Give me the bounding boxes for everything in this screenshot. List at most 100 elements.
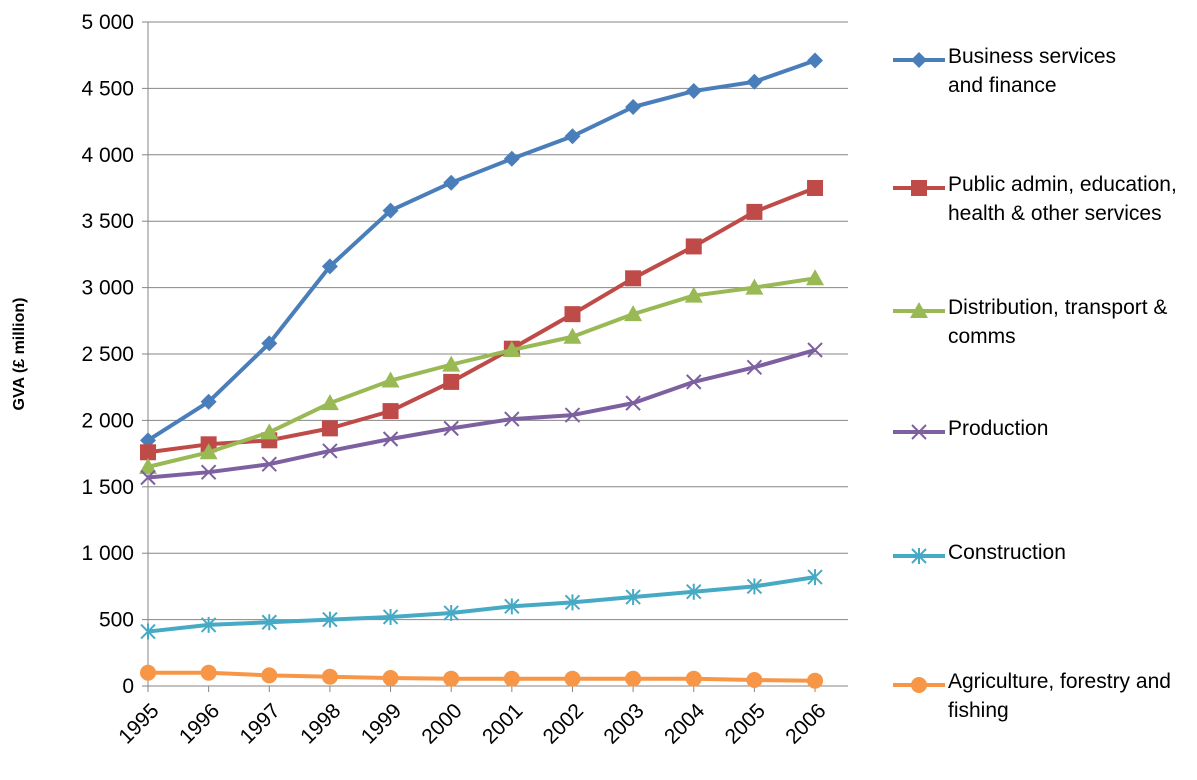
marker — [746, 578, 763, 595]
legend-label: Production — [948, 417, 1049, 440]
series-line — [147, 348, 816, 480]
series — [139, 269, 825, 474]
marker — [564, 128, 581, 145]
y-tick-label: 4 500 — [81, 77, 134, 100]
marker — [140, 623, 156, 640]
marker — [807, 569, 823, 586]
legend-label: Public admin, education, health & other … — [948, 173, 1177, 225]
x-tick-label: 2000 — [417, 699, 466, 748]
marker — [261, 667, 278, 684]
marker — [139, 457, 157, 474]
legend-label: Distribution, transport & comms — [948, 296, 1168, 348]
y-axis-label: GVA (£ million) — [11, 298, 28, 411]
marker — [320, 394, 339, 411]
marker — [200, 393, 217, 410]
y-tick-label: 500 — [99, 609, 134, 632]
x-tick-label: 1997 — [236, 699, 285, 748]
marker — [322, 443, 338, 459]
marker — [443, 670, 460, 687]
marker — [504, 598, 520, 615]
marker — [199, 443, 218, 460]
marker — [910, 302, 928, 318]
marker — [260, 423, 279, 440]
marker — [321, 668, 338, 685]
marker — [321, 258, 338, 275]
marker — [625, 395, 641, 411]
legend-label: Agriculture, forestry and fishing — [948, 670, 1171, 722]
x-tick-label: 2006 — [781, 699, 830, 748]
marker — [382, 608, 399, 625]
marker — [200, 664, 217, 681]
marker — [624, 305, 643, 322]
x-tick-label: 1995 — [114, 699, 163, 748]
x-tick-label: 2002 — [539, 699, 588, 748]
marker — [746, 203, 763, 220]
marker — [140, 444, 156, 461]
y-tick-label: 1 000 — [81, 542, 134, 565]
y-tick-label: 1 500 — [81, 476, 134, 499]
marker — [261, 456, 277, 472]
marker — [564, 670, 581, 687]
marker — [625, 98, 642, 115]
marker — [685, 83, 702, 100]
marker — [807, 52, 824, 69]
y-tick-label: 3 500 — [81, 210, 134, 233]
series-line — [147, 276, 816, 469]
x-tick-label: 2005 — [721, 699, 770, 748]
marker — [140, 664, 156, 681]
marker — [564, 306, 581, 323]
marker — [442, 355, 461, 372]
x-tick-label: 1999 — [357, 699, 406, 748]
series — [140, 180, 824, 461]
marker — [140, 469, 156, 486]
marker — [746, 359, 763, 375]
y-tick-label: 0 — [122, 675, 134, 698]
y-tick-label: 3 000 — [81, 277, 134, 300]
marker — [807, 180, 824, 196]
marker — [321, 420, 338, 437]
marker — [382, 670, 399, 687]
marker — [563, 327, 582, 344]
marker — [443, 604, 459, 621]
marker — [503, 670, 520, 687]
series-line — [147, 186, 816, 455]
x-tick-label: 1998 — [296, 699, 345, 748]
marker — [443, 373, 460, 390]
y-tick-label: 5 000 — [81, 11, 134, 34]
marker — [443, 420, 459, 437]
marker — [200, 616, 217, 633]
marker — [382, 431, 399, 447]
marker — [261, 614, 277, 631]
marker — [382, 403, 399, 420]
marker — [686, 583, 702, 600]
x-tick-label: 2003 — [599, 699, 648, 748]
x-tick-label: 2004 — [660, 699, 710, 749]
marker — [746, 73, 763, 90]
marker — [911, 180, 927, 196]
series-line — [147, 575, 816, 634]
marker — [564, 594, 581, 611]
series-line — [146, 58, 816, 443]
marker — [322, 611, 338, 628]
marker — [685, 670, 702, 687]
marker — [911, 424, 927, 440]
x-tick-label: 1996 — [175, 699, 224, 748]
marker — [443, 174, 460, 191]
marker — [503, 150, 520, 167]
legend-label: Construction — [948, 541, 1066, 564]
marker — [382, 202, 399, 219]
marker — [911, 677, 927, 693]
marker — [911, 548, 927, 564]
y-tick-label: 2 500 — [81, 343, 134, 366]
marker — [911, 52, 927, 68]
marker — [625, 670, 642, 687]
marker — [684, 286, 703, 303]
legend-label: Business services and finance — [948, 45, 1117, 97]
marker — [625, 589, 641, 606]
series — [140, 664, 824, 689]
x-tick-label: 2001 — [478, 699, 527, 748]
series — [140, 569, 823, 640]
marker — [807, 672, 824, 689]
marker — [625, 270, 642, 287]
